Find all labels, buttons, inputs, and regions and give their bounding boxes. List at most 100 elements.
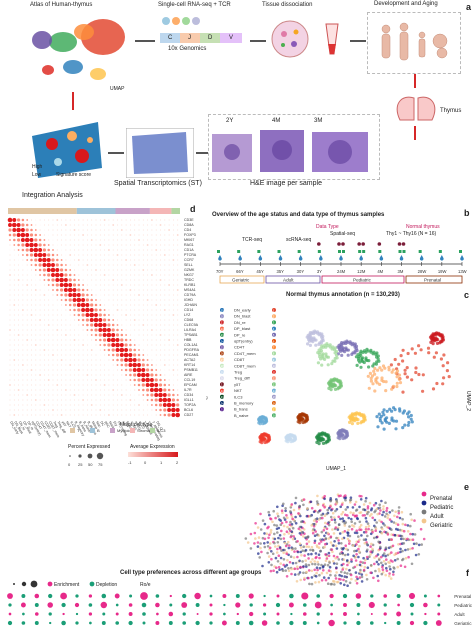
dot xyxy=(129,289,132,291)
roe-dot xyxy=(48,612,52,616)
dot xyxy=(7,217,13,223)
age-umap-point xyxy=(310,552,313,556)
dot xyxy=(106,328,111,332)
dot xyxy=(43,409,45,411)
dot xyxy=(134,314,136,316)
gene-label: ACTA2 xyxy=(184,358,195,362)
age-umap-point xyxy=(333,516,336,519)
dot xyxy=(99,269,101,271)
dot xyxy=(159,414,162,416)
age-umap-point xyxy=(364,558,367,562)
dot xyxy=(39,304,41,306)
dot xyxy=(159,374,162,376)
roe-dot xyxy=(74,602,80,608)
dot xyxy=(91,259,93,261)
age-umap-point xyxy=(404,556,408,560)
dot xyxy=(82,279,84,281)
roe-dot xyxy=(182,612,186,616)
sc-sample-mark xyxy=(237,250,241,253)
age-umap-point xyxy=(277,565,281,569)
dot xyxy=(168,349,170,351)
roe-dot xyxy=(7,593,13,599)
age-umap-point xyxy=(363,561,367,565)
age-umap-point xyxy=(302,503,305,507)
dot xyxy=(108,279,110,281)
dot xyxy=(22,269,24,271)
dot xyxy=(129,314,131,316)
age-umap-point xyxy=(312,510,316,514)
dot xyxy=(18,404,20,406)
age-legend-swatch xyxy=(421,491,427,497)
tcr-sample-drop xyxy=(218,255,222,261)
umap-point xyxy=(319,346,323,350)
age-umap-point xyxy=(279,519,282,522)
dot xyxy=(108,299,110,301)
thymus-icon xyxy=(396,96,436,121)
age-umap-point xyxy=(330,518,334,521)
dot xyxy=(74,404,75,406)
dot xyxy=(172,219,174,221)
dot xyxy=(35,384,37,386)
age-umap-point xyxy=(278,546,282,549)
major-type-label: T xyxy=(77,428,80,433)
dot xyxy=(147,219,149,221)
age-umap-point xyxy=(347,561,351,564)
dot xyxy=(177,269,179,271)
dot xyxy=(13,414,16,416)
dot xyxy=(65,414,67,416)
age-umap-point xyxy=(322,529,326,532)
umap-point xyxy=(442,353,446,357)
dot xyxy=(151,239,153,241)
dot xyxy=(147,239,149,241)
age-umap-point xyxy=(401,549,404,553)
umap-point xyxy=(286,436,291,440)
dot xyxy=(91,359,93,361)
tcr-sample-drop xyxy=(460,255,464,261)
age-umap-point xyxy=(321,538,324,541)
dot xyxy=(63,278,68,282)
age-umap-point xyxy=(338,573,341,577)
roe-dot xyxy=(236,612,239,616)
dot xyxy=(117,414,118,416)
age-umap-point xyxy=(269,517,273,521)
dot xyxy=(91,284,92,286)
dot xyxy=(56,258,59,262)
gene-label: JCHAIN xyxy=(184,303,197,307)
dot xyxy=(31,274,32,276)
age-umap-point xyxy=(316,511,320,514)
dot xyxy=(68,278,72,282)
dot xyxy=(47,244,50,246)
dot xyxy=(116,369,119,371)
dot xyxy=(61,309,62,311)
dot xyxy=(119,353,124,357)
dot xyxy=(142,354,145,356)
dot xyxy=(160,309,161,311)
age-umap-point xyxy=(290,503,294,506)
age-umap-point xyxy=(299,546,303,549)
age-umap-point xyxy=(327,569,331,572)
dot xyxy=(91,364,93,366)
dot xyxy=(94,323,98,327)
dot xyxy=(65,239,67,241)
dot xyxy=(164,369,166,371)
dot xyxy=(95,264,97,266)
dot xyxy=(55,268,60,272)
dot xyxy=(56,239,58,241)
umap-point xyxy=(328,345,332,349)
dot xyxy=(147,324,149,326)
dot xyxy=(78,224,80,226)
timeline-tick-label: 35Y xyxy=(277,269,285,274)
dot xyxy=(65,394,67,396)
age-umap-point xyxy=(281,569,285,573)
umap-point xyxy=(366,374,370,378)
dot xyxy=(12,233,16,237)
dot xyxy=(95,339,97,341)
age-umap-point xyxy=(318,542,321,545)
cluster-axis-label: Ery xyxy=(112,421,118,428)
dot xyxy=(18,369,20,371)
age-umap-point xyxy=(323,563,327,566)
dot xyxy=(9,289,11,291)
dot xyxy=(159,279,162,281)
cluster-legend-number: 15 xyxy=(273,395,277,399)
dot xyxy=(142,299,144,301)
